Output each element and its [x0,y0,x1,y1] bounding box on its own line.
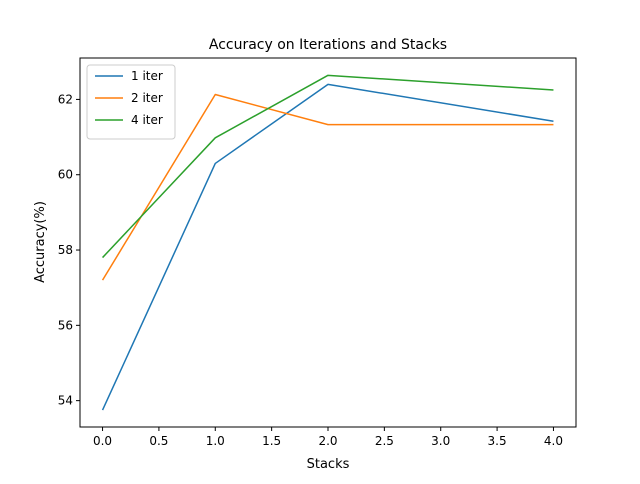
x-tick-label: 3.0 [431,434,450,448]
y-axis: 54 56 58 60 62 [58,92,80,408]
legend: 1 iter 2 iter 4 iter [86,64,176,140]
series-line-1-iter [101,83,554,411]
x-axis: 0.0 0.5 1.0 1.5 2.0 2.5 3.0 3.5 4.0 [93,427,563,448]
y-tick-label: 60 [58,168,73,182]
y-tick-label: 54 [58,394,73,408]
chart-title: Accuracy on Iterations and Stacks [209,37,447,53]
x-tick-label: 2.0 [318,434,337,448]
series-line-2-iter [101,93,554,281]
y-tick-label: 58 [58,243,73,257]
x-axis-label: Stacks [307,457,350,472]
y-tick-label: 56 [58,318,73,332]
y-tick-label: 62 [58,92,73,106]
x-tick-label: 2.5 [375,434,394,448]
series-line-4-iter [102,74,554,259]
x-tick-label: 0.5 [149,434,168,448]
x-tick-label: 4.0 [544,434,563,448]
legend-label: 2 iter [131,91,163,105]
x-tick-label: 1.0 [206,434,225,448]
series-layer [101,74,554,411]
x-tick-label: 0.0 [93,434,112,448]
legend-label: 4 iter [131,113,163,127]
x-tick-label: 3.5 [488,434,507,448]
legend-label: 1 iter [131,69,163,83]
y-axis-label: Accuracy(%) [33,201,48,283]
x-tick-label: 1.5 [262,434,281,448]
